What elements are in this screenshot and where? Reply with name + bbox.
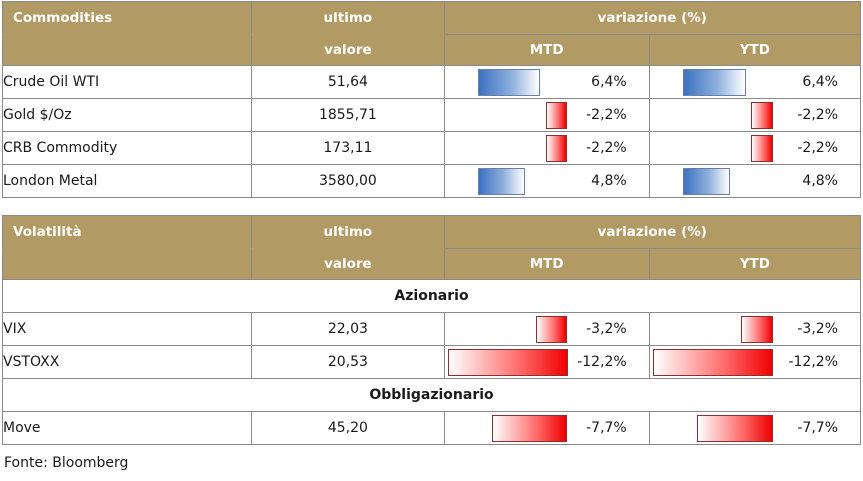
ytd-percent: -12,2% (788, 354, 838, 370)
ytd-cell: -3,2% (648, 312, 862, 346)
row-name: Move (1, 411, 253, 445)
ytd-bar (652, 349, 773, 376)
ytd-cell: -2,2% (648, 131, 862, 165)
header-variazione: variazione (%) (443, 1, 861, 35)
ytd-percent: -3,2% (797, 321, 838, 337)
mtd-percent: 6,4% (591, 74, 627, 90)
commodities-rows: Crude Oil WTI 51,64 6,4% 6,4% Gold $/Oz 1855,… (1, 65, 862, 198)
table-row: VSTOXX 20,53 -12,2% -12,2% (1, 345, 862, 379)
header-ytd: YTD (648, 248, 862, 280)
mtd-percent: 4,8% (591, 173, 627, 189)
mtd-bar (477, 69, 541, 96)
mtd-cell: -2,2% (443, 98, 650, 132)
table-row: Crude Oil WTI 51,64 6,4% 6,4% (1, 65, 862, 99)
mtd-bar (491, 415, 568, 442)
ytd-bar (682, 168, 730, 195)
row-name: Crude Oil WTI (1, 65, 253, 99)
row-value: 1855,71 (251, 98, 445, 132)
table-row: Gold $/Oz 1855,71 -2,2% -2,2% (1, 98, 862, 132)
ytd-percent: -2,2% (797, 140, 838, 156)
ytd-cell: -7,7% (648, 411, 862, 445)
row-name: VIX (1, 312, 253, 346)
volatilita-table: Volatilità ultimo variazione (%) valore … (1, 215, 862, 445)
mtd-percent: -2,2% (586, 107, 627, 123)
mtd-bar (545, 102, 568, 129)
row-name: VSTOXX (1, 345, 253, 379)
mtd-cell: 4,8% (443, 164, 650, 198)
row-value: 45,20 (251, 411, 445, 445)
mtd-cell: -7,7% (443, 411, 650, 445)
mtd-bar (536, 316, 568, 343)
commodities-table: Commodities ultimo variazione (%) valore… (1, 1, 862, 198)
mtd-bar (447, 349, 568, 376)
header-ytd: YTD (648, 34, 862, 66)
mtd-bar (545, 135, 568, 162)
source-note: Fonte: Bloomberg (4, 455, 129, 471)
mtd-cell: 6,4% (443, 65, 650, 99)
mtd-cell: -2,2% (443, 131, 650, 165)
row-value: 20,53 (251, 345, 445, 379)
ytd-bar (696, 415, 773, 442)
ytd-percent: 4,8% (802, 173, 838, 189)
section-row: Azionario (2, 279, 861, 313)
ytd-percent: -7,7% (797, 420, 838, 436)
ytd-percent: -2,2% (797, 107, 838, 123)
mtd-percent: -12,2% (577, 354, 627, 370)
commodities-title-cont (1, 34, 253, 66)
table-row: VIX 22,03 -3,2% -3,2% (1, 312, 862, 346)
row-value: 51,64 (251, 65, 445, 99)
volatilita-title: Volatilità (1, 215, 253, 249)
mtd-bar (477, 168, 525, 195)
volatilita-rows: Azionario VIX 22,03 -3,2% -3,2% VSTOXX 20,53 -1… (1, 279, 862, 445)
mtd-percent: -3,2% (586, 321, 627, 337)
header-valore: valore (251, 34, 445, 66)
ytd-bar (741, 316, 773, 343)
header-ultimo: ultimo (251, 215, 445, 249)
row-value: 22,03 (251, 312, 445, 346)
table-row: London Metal 3580,00 4,8% 4,8% (1, 164, 862, 198)
section-title: Obbligazionario (2, 378, 861, 412)
volatilita-title-cont (1, 248, 253, 280)
row-name: London Metal (1, 164, 253, 198)
header-mtd: MTD (443, 248, 650, 280)
row-value: 3580,00 (251, 164, 445, 198)
ytd-cell: -2,2% (648, 98, 862, 132)
ytd-cell: 4,8% (648, 164, 862, 198)
header-ultimo: ultimo (251, 1, 445, 35)
mtd-percent: -2,2% (586, 140, 627, 156)
commodities-title: Commodities (1, 1, 253, 35)
ytd-cell: 6,4% (648, 65, 862, 99)
row-value: 173,11 (251, 131, 445, 165)
ytd-percent: 6,4% (802, 74, 838, 90)
mtd-percent: -7,7% (586, 420, 627, 436)
ytd-bar (682, 69, 746, 96)
ytd-bar (751, 135, 773, 162)
row-name: Gold $/Oz (1, 98, 253, 132)
header-mtd: MTD (443, 34, 650, 66)
row-name: CRB Commodity (1, 131, 253, 165)
mtd-cell: -3,2% (443, 312, 650, 346)
table-row: Move 45,20 -7,7% -7,7% (1, 411, 862, 445)
section-row: Obbligazionario (2, 378, 861, 412)
header-variazione: variazione (%) (443, 215, 861, 249)
section-title: Azionario (2, 279, 861, 313)
table-row: CRB Commodity 173,11 -2,2% -2,2% (1, 131, 862, 165)
ytd-bar (751, 102, 773, 129)
header-valore: valore (251, 248, 445, 280)
mtd-cell: -12,2% (443, 345, 650, 379)
ytd-cell: -12,2% (648, 345, 862, 379)
